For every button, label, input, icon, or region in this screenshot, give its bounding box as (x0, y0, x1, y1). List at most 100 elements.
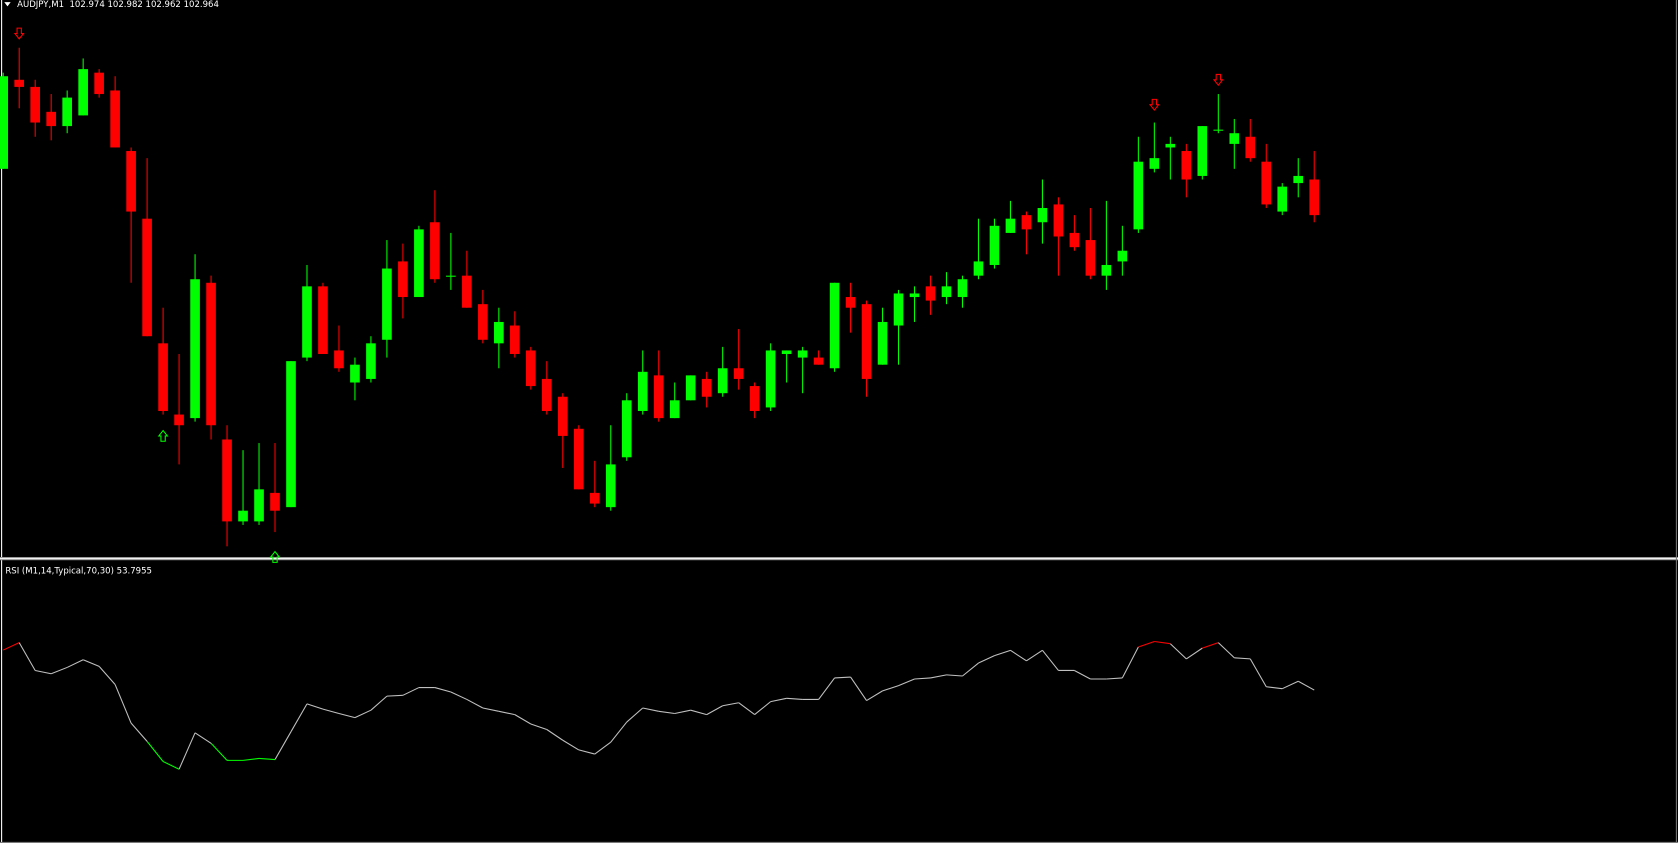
candle-body (238, 510, 248, 522)
candle-body (494, 321, 504, 344)
candle-body (142, 218, 152, 337)
rsi-line-segment (530, 723, 547, 731)
symbol-menu-arrow[interactable] (4, 2, 11, 7)
candle-body (621, 400, 632, 458)
rsi-line-segment (850, 676, 868, 701)
candle-body (541, 378, 552, 411)
rsi-line-segment (738, 702, 755, 716)
candle-body (414, 229, 424, 298)
rsi-line-segment (98, 665, 116, 685)
rsi-line-segment (786, 697, 803, 700)
candle-body (270, 492, 280, 511)
buy-signal-arrow (269, 550, 281, 563)
candle-body (318, 286, 328, 355)
rsi-line-segment (370, 695, 388, 711)
rsi-line-segment (1026, 649, 1043, 662)
candle-body (430, 222, 440, 280)
candle-body (733, 368, 744, 379)
rsi-line-segment (482, 707, 499, 712)
candle-body (94, 72, 104, 95)
rsi-line-segment (242, 757, 260, 761)
candle-body (1277, 186, 1288, 212)
rsi-line-segment (546, 729, 564, 741)
rsi-line-segment (626, 707, 644, 723)
candle-body (254, 489, 264, 522)
candle-body (462, 275, 472, 308)
candle-body (765, 350, 776, 408)
rsi-line-segment (946, 674, 963, 677)
candle-body (158, 343, 168, 411)
candle-body (126, 151, 136, 212)
candle-body (1213, 129, 1224, 131)
candle-body (813, 357, 824, 365)
candle-body (909, 293, 920, 298)
rsi-line-segment (130, 722, 148, 742)
candle-body (1149, 158, 1160, 169)
candle-body (1197, 126, 1208, 176)
candle-body (0, 76, 9, 169)
rsi-line-segment (1154, 640, 1171, 645)
candle-body (30, 86, 41, 123)
rsi-line-segment (258, 757, 276, 761)
candle-body (1293, 175, 1304, 184)
rsi-line-segment (770, 697, 787, 703)
rsi-line-segment (194, 732, 212, 744)
candle-body (653, 375, 664, 419)
candle-body (222, 439, 232, 522)
candle-body (1245, 136, 1256, 159)
rsi-line-segment (690, 709, 707, 716)
candle-body (957, 279, 968, 298)
rsi-line-segment (642, 707, 659, 712)
candle-body (1181, 151, 1192, 180)
candle-body (861, 304, 872, 379)
candle-body (669, 400, 680, 419)
rsi-line-segment (210, 742, 228, 761)
rsi-line-segment (338, 712, 356, 719)
buy-signal-arrow (157, 429, 169, 442)
candle-body (1117, 250, 1128, 262)
rsi-line-segment (978, 655, 995, 664)
rsi-line-segment (50, 666, 68, 675)
candle-body (478, 304, 488, 340)
candle-body (14, 79, 25, 87)
rsi-line-segment (1074, 669, 1091, 680)
rsi-line-segment (1249, 658, 1267, 688)
price-pane (0, 27, 1320, 563)
rsi-line-segment (146, 741, 164, 762)
rsi-line-segment (578, 749, 595, 755)
rsi-line-segment (658, 710, 675, 715)
rsi-line-segment (930, 674, 947, 679)
rsi-line-segment (274, 731, 292, 760)
rsi-line-segment (674, 709, 691, 715)
candle-body (302, 286, 312, 358)
rsi-line-segment (114, 684, 132, 724)
candle-body (1261, 161, 1272, 205)
candle-body (1309, 179, 1320, 216)
sell-signal-arrow (13, 27, 25, 40)
candle-body (1005, 218, 1016, 233)
candle-body (973, 261, 984, 276)
rsi-line-segment (1106, 677, 1123, 680)
rsi-line-segment (818, 677, 836, 700)
rsi-line-segment (66, 659, 84, 668)
rsi-line-segment (178, 732, 196, 770)
rsi-line-segment (498, 710, 515, 716)
rsi-line-segment (914, 677, 931, 680)
rsi-line-segment (1282, 680, 1299, 690)
candle-body (350, 364, 360, 383)
candle-body (605, 464, 616, 508)
candle-body (526, 350, 536, 387)
candle-body (366, 343, 376, 379)
rsi-line-segment (1266, 686, 1283, 690)
candle-body (174, 414, 184, 426)
rsi-line-segment (386, 694, 403, 697)
candle-body (206, 282, 216, 426)
rsi-line-segment (306, 703, 324, 710)
candle-body (1133, 161, 1144, 230)
rsi-line-segment (562, 739, 580, 751)
sell-signal-arrow (1212, 73, 1224, 87)
rsi-line-segment (162, 761, 180, 770)
rsi-line-segment (450, 691, 468, 700)
